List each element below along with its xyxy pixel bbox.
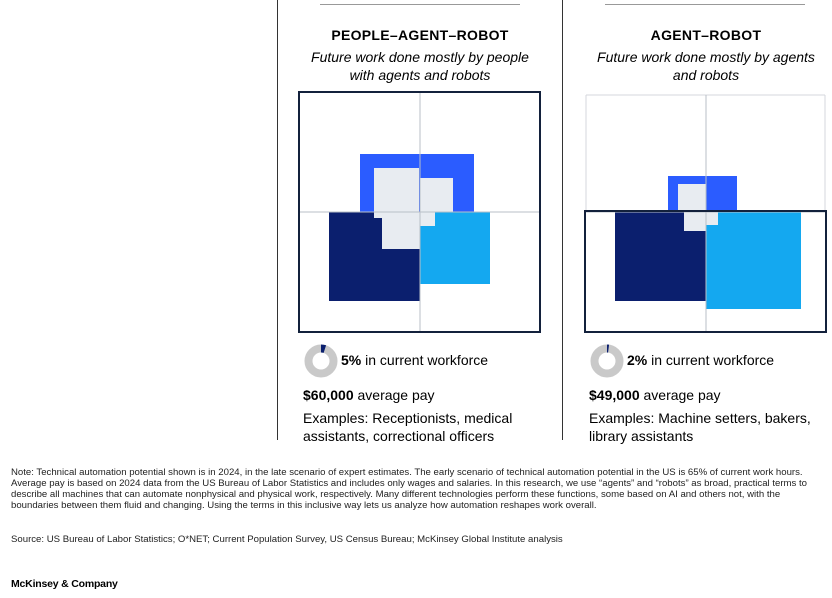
overlap-tile-d — [420, 212, 435, 226]
column-title: AGENT–ROBOT — [650, 27, 762, 43]
donut-track — [304, 344, 338, 378]
average-pay-label: $60,000 average pay — [303, 387, 435, 403]
footnote-source: Source: US Bureau of Labor Statistics; O… — [11, 534, 563, 545]
column-agent-robot: AGENT–ROBOT Future work done mostly by a… — [584, 0, 827, 450]
column-top-rule-2 — [605, 4, 805, 5]
column-divider-right — [562, 0, 563, 440]
composition-chart-1 — [298, 91, 541, 333]
examples-text: Examples: Receptionists, medical assista… — [303, 410, 513, 444]
overlap-tile-a — [678, 184, 706, 212]
overlap-tile-c — [706, 212, 718, 225]
workforce-share-label: 2% in current workforce — [627, 352, 775, 368]
column-top-rule-1 — [320, 4, 520, 5]
examples-text: Examples: Machine setters, bakers, libra… — [589, 410, 811, 444]
composition-chart-2 — [584, 94, 827, 333]
footnote-note: Note: Technical automation potential sho… — [11, 467, 808, 511]
column-subtitle: Future work done mostly by agents and ro… — [597, 49, 815, 83]
column-title: PEOPLE–AGENT–ROBOT — [331, 27, 509, 43]
overlap-tile-b — [420, 178, 453, 212]
average-pay-label: $49,000 average pay — [589, 387, 721, 403]
brand-logo-text: McKinsey & Company — [11, 578, 118, 590]
overlap-tile-b — [684, 212, 706, 231]
workforce-share-donut-2 — [590, 344, 624, 378]
column-people-agent-robot: PEOPLE–AGENT–ROBOT Future work done most… — [298, 0, 541, 450]
workforce-share-label: 5% in current workforce — [341, 352, 489, 368]
overlap-tile-a — [374, 168, 419, 218]
column-divider-left — [277, 0, 278, 440]
overlap-tile-c — [382, 212, 420, 249]
frame-outline — [584, 210, 827, 333]
donut-slice — [320, 344, 327, 353]
column-subtitle: Future work done mostly by people with a… — [311, 49, 529, 83]
workforce-share-donut-1 — [304, 344, 338, 378]
frame-outline — [298, 91, 541, 333]
sky-block — [706, 212, 801, 309]
